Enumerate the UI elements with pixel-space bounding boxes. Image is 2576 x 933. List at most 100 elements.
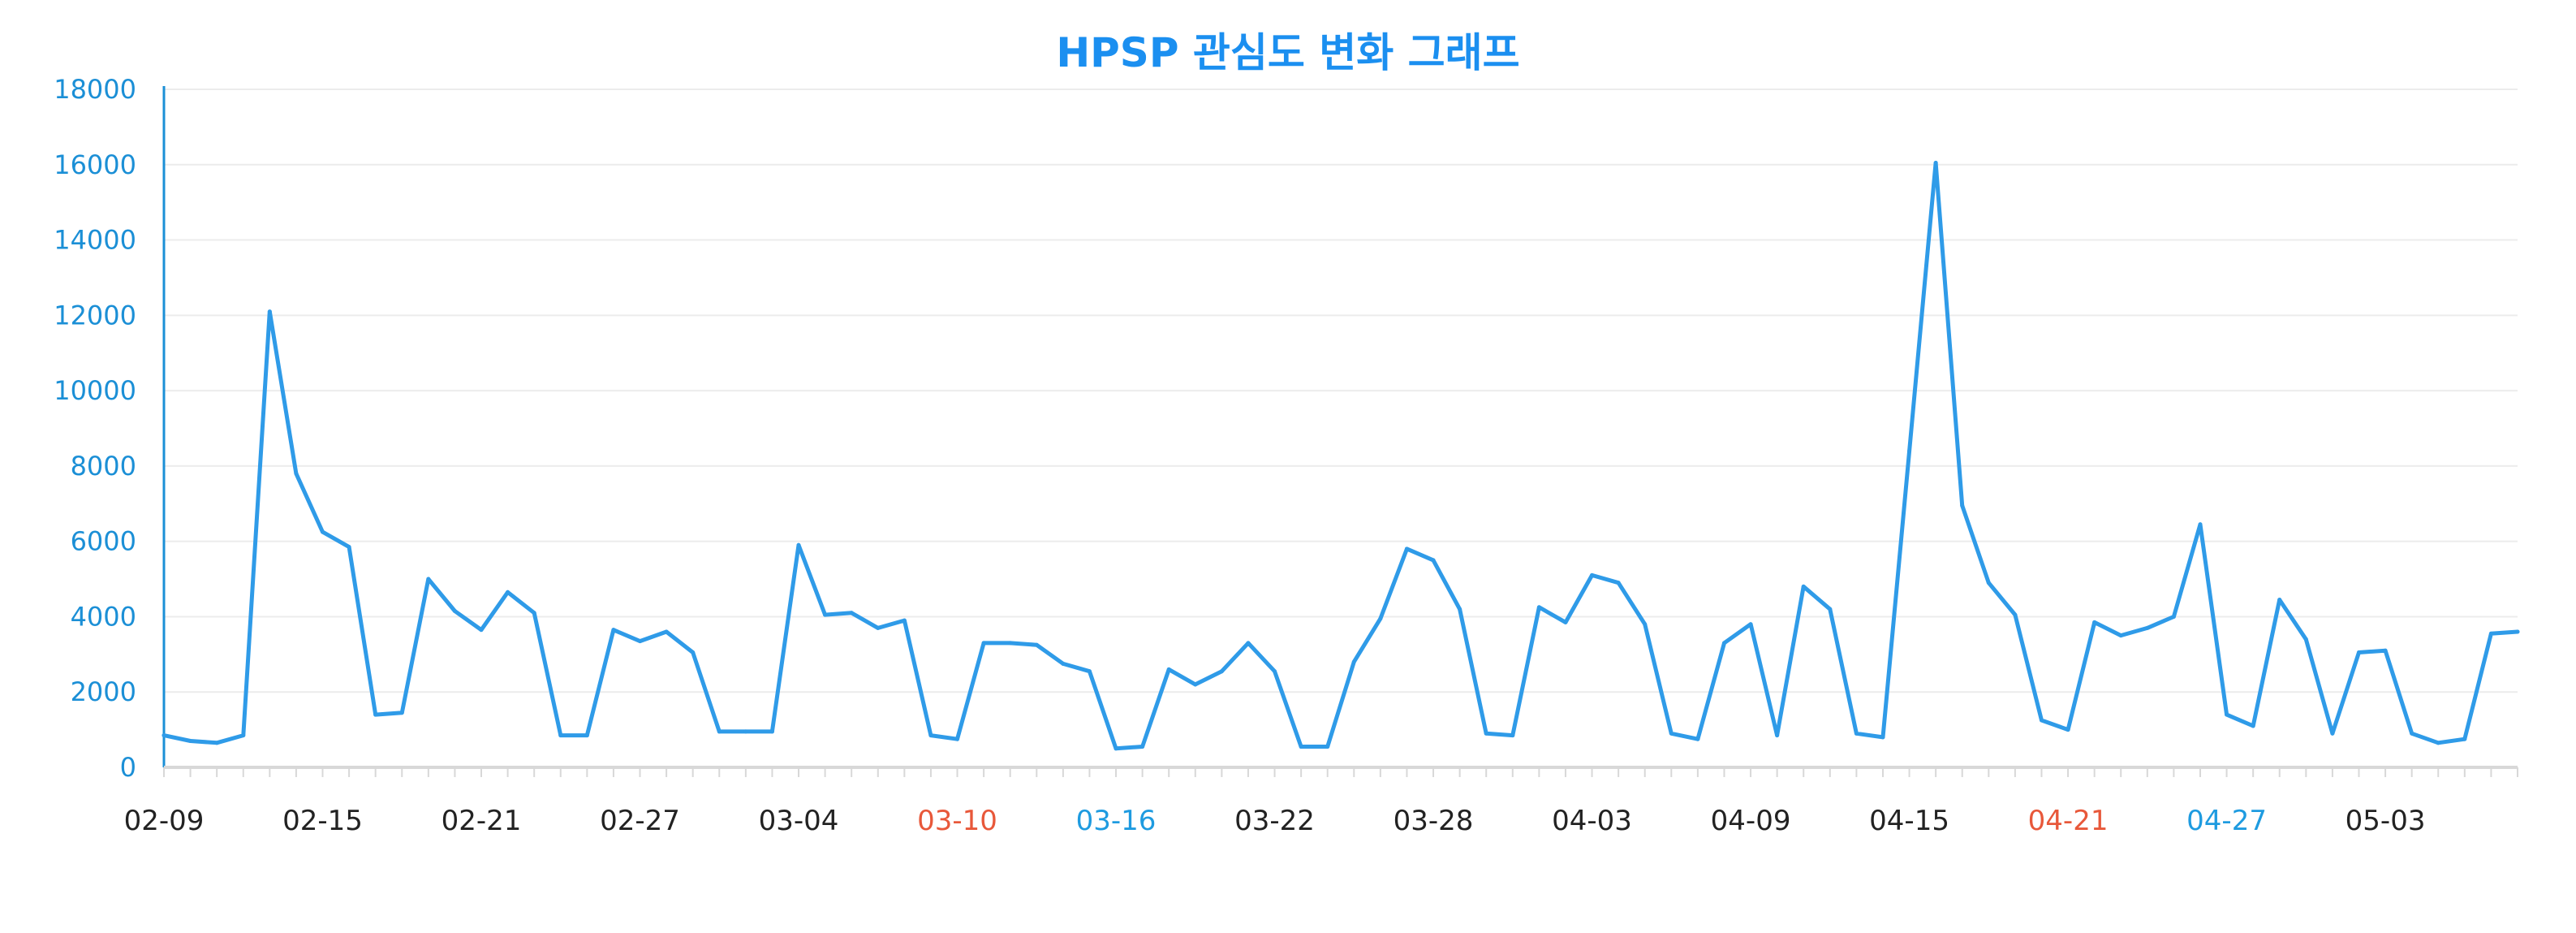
data-point [2013, 612, 2018, 617]
data-point [2039, 718, 2044, 723]
x-axis-ticks: 02-09 02-15 02-21 02-27 03-04 03-10 03-16 03-22… [124, 805, 2426, 837]
data-point [1458, 607, 1462, 611]
data-point [188, 739, 193, 744]
data-point [902, 618, 907, 623]
data-point [1325, 744, 1330, 749]
data-point [2515, 629, 2520, 634]
data-point [2303, 637, 2308, 641]
y-tick-label: 14000 [54, 225, 136, 256]
data-point [1643, 622, 1648, 627]
y-tick-label: 8000 [71, 451, 136, 482]
data-point [1775, 733, 1780, 738]
data-point [2383, 648, 2388, 653]
data-point [955, 736, 960, 741]
data-point [928, 733, 933, 738]
y-tick-label: 18000 [54, 74, 136, 105]
data-point [1034, 642, 1039, 647]
data-point [426, 577, 431, 581]
data-point [691, 650, 696, 655]
data-point [1299, 744, 1303, 749]
data-point [1933, 160, 1938, 165]
data-point [611, 628, 616, 633]
data-point [1008, 641, 1013, 646]
y-tick-label: 0 [120, 752, 136, 783]
series-layer [162, 160, 2520, 751]
data-point [347, 545, 351, 550]
x-tick-label: 05-03 [2346, 805, 2426, 837]
axes [162, 86, 2518, 777]
x-tick-label: 02-09 [124, 805, 205, 837]
x-tick-label: 03-22 [1234, 805, 1315, 837]
x-tick-label: 04-15 [1869, 805, 1949, 837]
data-point [1140, 744, 1145, 749]
data-point [1907, 448, 1912, 453]
series-line-0 [162, 161, 2520, 751]
data-point [2198, 522, 2203, 527]
data-point [2462, 736, 2467, 741]
data-point [2118, 633, 2123, 638]
data-point [1669, 731, 1674, 736]
y-axis-ticks: 0 2000 4000 6000 8000 10000 12000 14000 16000 180… [54, 74, 136, 783]
data-point [1536, 605, 1541, 610]
data-point [321, 529, 325, 534]
data-point [1880, 735, 1885, 740]
x-tick-label: 04-09 [1711, 805, 1791, 837]
data-point [743, 729, 748, 734]
data-point [1351, 659, 1356, 664]
data-point [1590, 572, 1595, 577]
data-point [1114, 746, 1118, 751]
y-tick-label: 2000 [71, 676, 136, 707]
data-point [664, 629, 669, 634]
y-tick-label: 10000 [54, 375, 136, 406]
data-point [796, 542, 801, 547]
data-point [373, 712, 378, 717]
x-tick-label: 04-03 [1552, 805, 1632, 837]
x-tick-label: 02-27 [600, 805, 680, 837]
data-point [452, 608, 457, 613]
y-tick-label: 12000 [54, 300, 136, 330]
data-point [1273, 669, 1277, 674]
data-point [981, 641, 986, 646]
data-point [2092, 620, 2097, 624]
data-point [2251, 724, 2255, 728]
data-point [1854, 731, 1859, 736]
data-point [1404, 546, 1409, 551]
data-point [1510, 733, 1515, 738]
data-point [267, 309, 272, 314]
data-point [2225, 712, 2229, 717]
data-point [769, 729, 774, 734]
data-point [506, 590, 510, 594]
data-point [162, 733, 166, 738]
data-point [849, 611, 854, 616]
data-point [1166, 667, 1171, 672]
data-point [1695, 736, 1700, 741]
x-tick-label: 02-15 [282, 805, 363, 837]
data-point [2488, 631, 2493, 636]
data-point [241, 733, 246, 738]
gridlines [164, 89, 2518, 693]
data-point [584, 733, 589, 738]
x-tick-label: 04-21 [2028, 805, 2109, 837]
data-point [1061, 661, 1066, 666]
data-point [1378, 616, 1383, 621]
data-point [479, 628, 484, 633]
data-point [2410, 731, 2414, 736]
data-point [2066, 728, 2070, 732]
y-tick-label: 6000 [71, 526, 136, 557]
data-point [399, 711, 404, 715]
data-point [1721, 641, 1726, 646]
data-point [2436, 741, 2440, 745]
data-point [1828, 607, 1833, 611]
data-point [2277, 598, 2282, 603]
data-point [294, 471, 299, 476]
x-tick-label: 03-04 [759, 805, 839, 837]
x-tick-label: 04-27 [2186, 805, 2267, 837]
data-point [1431, 558, 1436, 563]
data-point [532, 611, 536, 616]
data-point [1801, 584, 1806, 589]
data-point [1986, 581, 1991, 585]
data-point [1484, 731, 1488, 736]
y-tick-label: 16000 [54, 149, 136, 180]
